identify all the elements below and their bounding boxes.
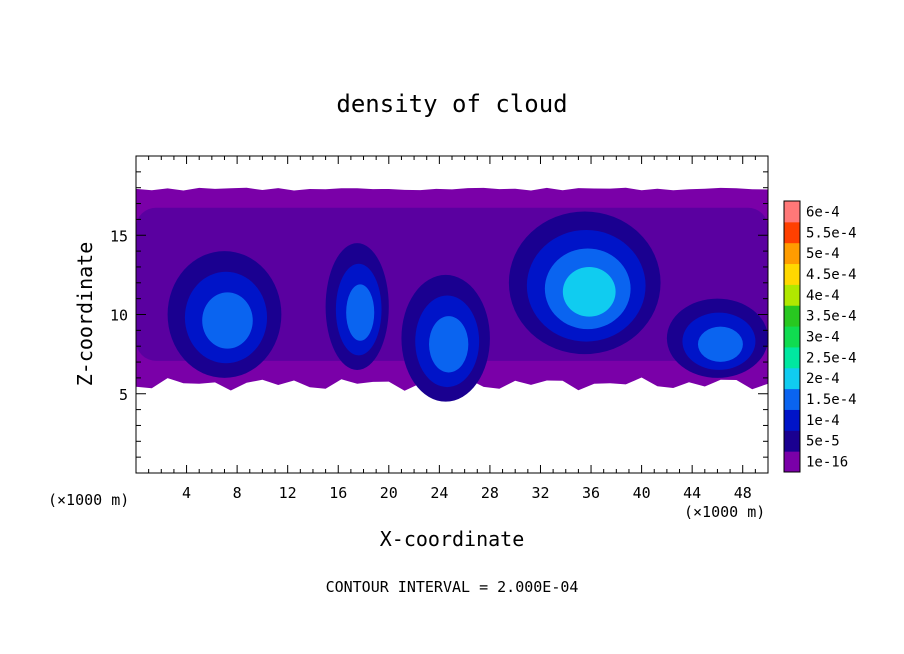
colorbar-swatch: [784, 430, 800, 452]
x-tick-label: 12: [279, 484, 297, 502]
colorbar-swatch: [784, 242, 800, 265]
x-tick-label: 20: [380, 484, 398, 502]
colorbar-label: 1.5e-4: [806, 392, 857, 408]
colorbar-frame: [783, 200, 801, 473]
colorbar-label: 3e-4: [806, 330, 840, 346]
y-axis-label: Z-coordinate: [73, 242, 97, 387]
colorbar-label: 2.5e-4: [806, 350, 857, 366]
contour-level: [202, 292, 253, 349]
colorbar-swatch: [784, 284, 800, 306]
x-tick-label: 48: [734, 484, 752, 502]
cloud-blob: [666, 298, 768, 378]
cloud-blob: [401, 274, 490, 402]
chart-title: density of cloud: [336, 90, 567, 118]
colorbar-label: 4.5e-4: [806, 267, 857, 283]
contour-level: [562, 266, 616, 317]
x-axis-label: X-coordinate: [380, 527, 525, 551]
y-axis-ticks: 5 10 15: [110, 171, 768, 458]
y-unit-label: (×1000 m): [48, 491, 129, 509]
colorbar-swatch: [784, 388, 800, 410]
colorbar-swatch: [784, 263, 800, 285]
x-unit-label: (×1000 m): [684, 503, 765, 521]
colorbar: 1e-16 5e-5 1e-4 1.5e-4 2e-4 2.5e-4 3e-4 3.5e-4 4…: [783, 200, 857, 473]
x-tick-label: 28: [481, 484, 499, 502]
x-axis-ticks: 4 8 12 16 20 24 28 32 36 40 44 48: [148, 156, 756, 502]
colorbar-swatch: [784, 326, 800, 348]
contour-level: [429, 316, 469, 373]
cloud-blob: [325, 243, 389, 370]
colorbar-swatch: [784, 305, 800, 327]
colorbar-label: 5.5e-4: [806, 225, 857, 241]
x-tick-label: 24: [430, 484, 448, 502]
colorbar-swatch: [784, 367, 800, 390]
colorbar-label: 4e-4: [806, 288, 840, 304]
colorbar-label: 1e-4: [806, 413, 840, 429]
x-tick-label: 32: [531, 484, 549, 502]
colorbar-swatch: [784, 201, 800, 223]
x-tick-label: 36: [582, 484, 600, 502]
cloud-blob: [508, 211, 661, 355]
contour-interval-footer: CONTOUR INTERVAL = 2.000E-04: [326, 578, 579, 596]
contour-level: [346, 284, 375, 341]
colorbar-swatch: [784, 221, 800, 244]
colorbar-label: 6e-4: [806, 204, 840, 220]
x-tick-label: 44: [683, 484, 701, 502]
cloud-blob: [167, 251, 282, 378]
y-tick-label: 10: [110, 307, 128, 325]
contour-level: [697, 326, 743, 362]
cloud-density-field: [136, 187, 768, 402]
y-tick-label: 15: [110, 227, 128, 245]
x-tick-label: 8: [233, 484, 242, 502]
x-tick-label: 4: [182, 484, 191, 502]
y-tick-label: 5: [119, 386, 128, 404]
colorbar-swatch: [784, 409, 800, 431]
colorbar-label: 2e-4: [806, 371, 840, 387]
x-tick-label: 16: [329, 484, 347, 502]
x-tick-label: 40: [633, 484, 651, 502]
colorbar-label: 5e-4: [806, 246, 840, 262]
colorbar-label: 3.5e-4: [806, 309, 857, 325]
colorbar-label: 1e-16: [806, 455, 848, 471]
colorbar-swatch: [784, 451, 800, 473]
colorbar-label: 5e-5: [806, 434, 840, 450]
colorbar-swatch: [784, 346, 800, 369]
